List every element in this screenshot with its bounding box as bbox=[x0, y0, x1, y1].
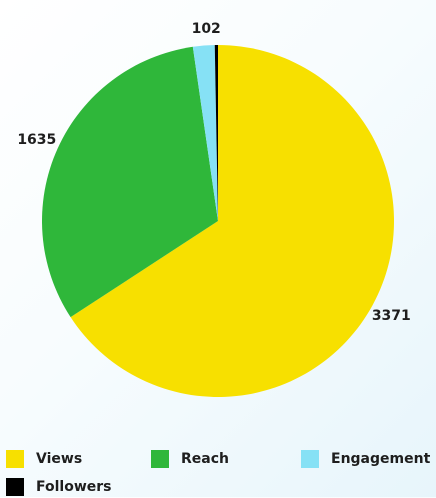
legend-swatch-reach bbox=[151, 450, 169, 468]
legend-swatch-followers bbox=[6, 478, 24, 496]
pie-slice-reach bbox=[42, 46, 218, 318]
legend-item-views: Views bbox=[6, 448, 82, 470]
pie-slice-engagement bbox=[192, 45, 218, 221]
legend-label-reach: Reach bbox=[181, 451, 229, 467]
legend-item-followers: Followers bbox=[6, 476, 112, 498]
legend-swatch-views bbox=[6, 450, 24, 468]
pie-slice-followers bbox=[214, 45, 218, 221]
pie-chart: 3371 1635 102 bbox=[17, 21, 411, 397]
legend: Views Reach Engagement Followers bbox=[0, 444, 436, 497]
data-label-views: 3371 bbox=[372, 308, 411, 324]
legend-label-views: Views bbox=[36, 451, 83, 467]
pie-slice-views bbox=[70, 45, 395, 397]
legend-item-reach: Reach bbox=[151, 448, 229, 470]
legend-label-engagement: Engagement bbox=[331, 451, 431, 467]
legend-item-engagement: Engagement bbox=[301, 448, 430, 470]
data-label-reach: 1635 bbox=[17, 132, 56, 148]
pie-slices bbox=[42, 45, 395, 397]
pie-data-labels: 3371 1635 102 bbox=[17, 21, 410, 324]
legend-label-followers: Followers bbox=[36, 479, 112, 495]
legend-swatch-engagement bbox=[301, 450, 319, 468]
data-label-engagement: 102 bbox=[192, 21, 221, 37]
